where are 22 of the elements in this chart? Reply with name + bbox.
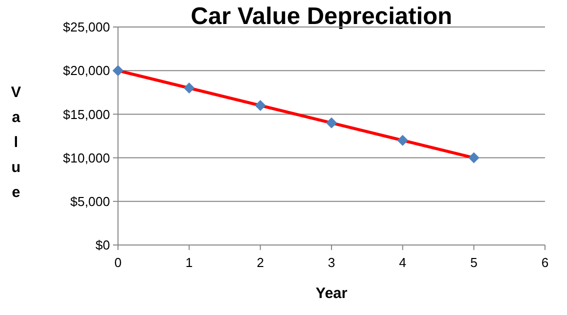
x-axis-title: Year <box>316 285 348 302</box>
x-tick-label: 4 <box>399 255 406 270</box>
point <box>468 152 480 164</box>
point <box>326 117 337 128</box>
point <box>184 82 195 94</box>
y-tick-label: $5,000 <box>70 194 110 209</box>
x-tick-label: 2 <box>256 255 264 270</box>
x-tick-label: 3 <box>328 255 336 270</box>
point <box>254 100 266 111</box>
y-axis-title: Value <box>10 84 22 201</box>
point <box>112 65 124 76</box>
y-tick-label: $10,000 <box>63 150 110 166</box>
y-tick-label: $0 <box>96 238 110 253</box>
x-tick-label: 0 <box>114 255 122 270</box>
x-tick-label: 6 <box>541 255 549 270</box>
x-tick-label: 1 <box>186 255 193 270</box>
y-tick-label: $20,000 <box>63 63 110 78</box>
y-tick-label: $15,000 <box>63 106 110 122</box>
x-tick-label: 5 <box>470 255 478 270</box>
y-tick-label: $25,000 <box>63 20 110 35</box>
point <box>397 134 408 146</box>
chart-title: Car Value Depreciation <box>190 3 452 30</box>
